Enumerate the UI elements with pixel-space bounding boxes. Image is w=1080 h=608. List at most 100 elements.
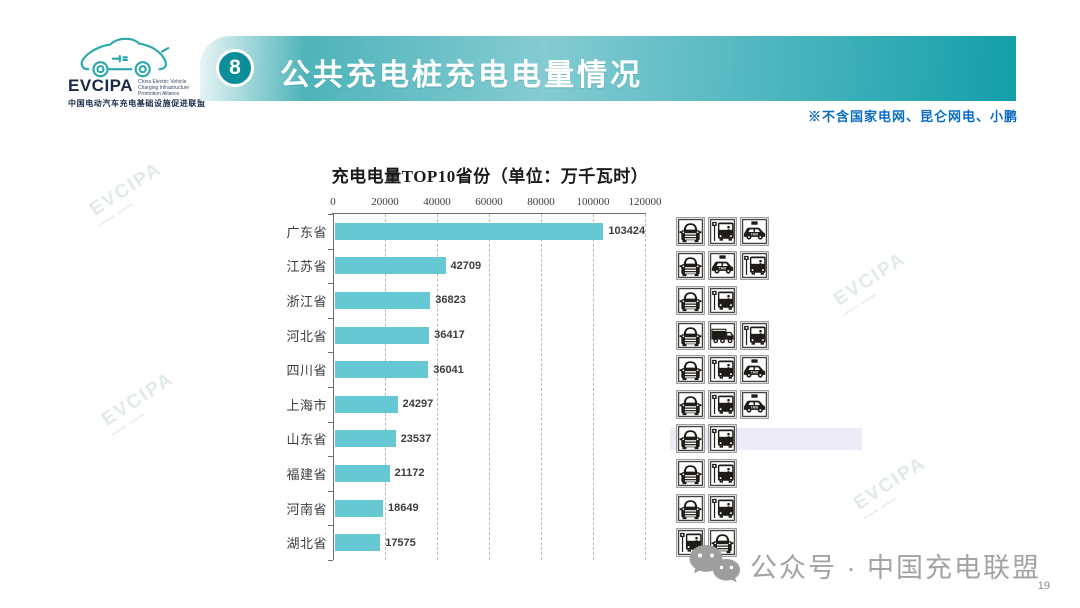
- taxi-icon: TAXI: [708, 251, 737, 281]
- gridline: [541, 214, 542, 560]
- bar-value-label: 36417: [434, 329, 465, 342]
- bar-row: 河北省 36417: [285, 318, 695, 353]
- vehicle-icon-row: [676, 491, 769, 526]
- svg-text:TAXI: TAXI: [751, 371, 758, 375]
- wechat-icon: [689, 545, 740, 583]
- svg-text:TAXI: TAXI: [751, 405, 758, 409]
- logo-subtitle-cn: 中国电动汽车充电基础设施促进联盟: [68, 99, 206, 108]
- bar-value-label: 36823: [435, 294, 466, 307]
- bar-row: 四川省 36041: [285, 352, 695, 387]
- vehicle-icon-row: [676, 456, 769, 491]
- car-icon: [676, 320, 705, 350]
- exclusion-note: ※不含国家电网、昆仑网电、小鹏: [807, 109, 1018, 124]
- car-icon: [676, 424, 705, 454]
- bar: [334, 534, 381, 552]
- x-tick-label: 120000: [628, 196, 662, 208]
- bar-row: 广东省 103424: [285, 214, 695, 249]
- car-icon: [676, 355, 705, 384]
- logo-car-icon: [80, 37, 170, 78]
- evcipa-watermark: EVCIPA ━━━ ━━━: [850, 452, 930, 523]
- car-icon: [676, 251, 705, 281]
- bus-stop-icon: [708, 459, 737, 488]
- y-tick-mark: [328, 214, 333, 215]
- svg-text:TAXI: TAXI: [719, 267, 726, 271]
- y-tick-mark: [328, 317, 333, 319]
- bar-row: 湖北省 17575: [285, 525, 695, 560]
- bus-stop-icon: [708, 493, 737, 523]
- car-icon: [676, 286, 705, 315]
- bar-row: 河南省 18649: [285, 491, 695, 526]
- bar-rows: 广东省 103424 江苏省 42709 浙江省 36823 河北省 36417 四川省 3604…: [285, 214, 695, 560]
- x-tick-label: 40000: [423, 196, 451, 208]
- bus-stop-icon: [740, 320, 769, 350]
- category-label: 福建省: [286, 466, 327, 482]
- car-icon: [676, 493, 705, 523]
- bar-value-label: 24297: [402, 398, 434, 411]
- x-tick-label: 60000: [475, 196, 503, 208]
- bar-chart: 充电电量TOP10省份（单位：万千瓦时） 0 20000 40000 60000 800…: [285, 160, 695, 580]
- category-label: 湖北省: [286, 536, 327, 552]
- logo-acronym: EVCIPA: [68, 76, 134, 95]
- y-tick-mark: [328, 560, 333, 561]
- category-label: 四川省: [286, 363, 327, 379]
- car-icon: [676, 216, 705, 246]
- category-label: 上海市: [286, 397, 327, 413]
- bar-row: 江苏省 42709: [285, 249, 695, 284]
- y-tick-mark: [328, 387, 333, 388]
- y-tick-mark: [328, 248, 333, 250]
- vehicle-icons-panel: TAXI TAXI TAXI TAXI: [676, 214, 769, 560]
- y-tick-mark: [328, 490, 333, 492]
- evcipa-watermark: EVCIPA ━━━ ━━━: [98, 368, 178, 439]
- bar-row: 山东省 23537: [285, 422, 695, 457]
- vehicle-icon-row: TAXI: [676, 352, 769, 387]
- bar-value-label: 21172: [394, 467, 425, 480]
- bar: [334, 291, 431, 309]
- bar-value-label: 23537: [400, 432, 432, 445]
- x-tick-label: 100000: [576, 196, 610, 208]
- gridline: [385, 214, 386, 560]
- category-label: 河北省: [286, 328, 327, 344]
- footer-watermark: 公众号 · 中国充电联盟: [688, 543, 1041, 587]
- y-tick-mark: [328, 456, 333, 458]
- chart-title: 充电电量TOP10省份（单位：万千瓦时）: [331, 167, 649, 186]
- logo-subtitle-en: China Electric Vehicle Charging Infrastr…: [138, 79, 190, 97]
- car-icon: [676, 389, 705, 419]
- bar: [334, 464, 390, 482]
- bar: [334, 326, 430, 344]
- evcipa-watermark: EVCIPA ━━━ ━━━: [86, 158, 166, 229]
- truck-icon: [708, 320, 737, 350]
- bar-value-label: 17575: [385, 536, 416, 549]
- vehicle-icon-row: TAXI: [676, 249, 769, 284]
- bar: [334, 499, 383, 517]
- section-number-badge: 8: [216, 49, 254, 87]
- bar-row: 上海市 24297: [285, 387, 695, 422]
- page-number: 19: [1037, 580, 1050, 592]
- y-tick-mark: [328, 525, 333, 527]
- category-label: 山东省: [286, 432, 327, 448]
- vehicle-icon-row: TAXI: [676, 214, 769, 249]
- vehicle-icon-row: [676, 283, 769, 318]
- y-tick-mark: [328, 352, 333, 354]
- bus-stop-icon: [708, 355, 737, 384]
- taxi-icon: TAXI: [740, 216, 769, 246]
- bus-stop-icon: [740, 251, 769, 281]
- car-icon: [676, 459, 705, 488]
- x-tick-label: 20000: [371, 196, 399, 208]
- header-banner: 8 公共充电桩充电电量情况: [200, 36, 1016, 101]
- gridline: [593, 214, 594, 560]
- vehicle-icon-row: [676, 422, 769, 457]
- bar-value-label: 36041: [433, 363, 464, 376]
- bar: [334, 430, 396, 448]
- plot-area: [328, 214, 646, 561]
- page-title: 公共充电桩充电电量情况: [280, 59, 643, 92]
- evcipa-watermark: EVCIPA ━━━ ━━━: [830, 248, 910, 319]
- bar: [334, 395, 398, 413]
- bar-value-label: 103424: [608, 225, 646, 238]
- taxi-icon: TAXI: [740, 389, 769, 419]
- gridline: [489, 214, 490, 560]
- vehicle-icon-row: [676, 318, 769, 353]
- bus-stop-icon: [708, 389, 737, 419]
- category-label: 江苏省: [286, 259, 327, 275]
- bus-stop-icon: [708, 424, 737, 454]
- bus-stop-icon: [708, 216, 737, 246]
